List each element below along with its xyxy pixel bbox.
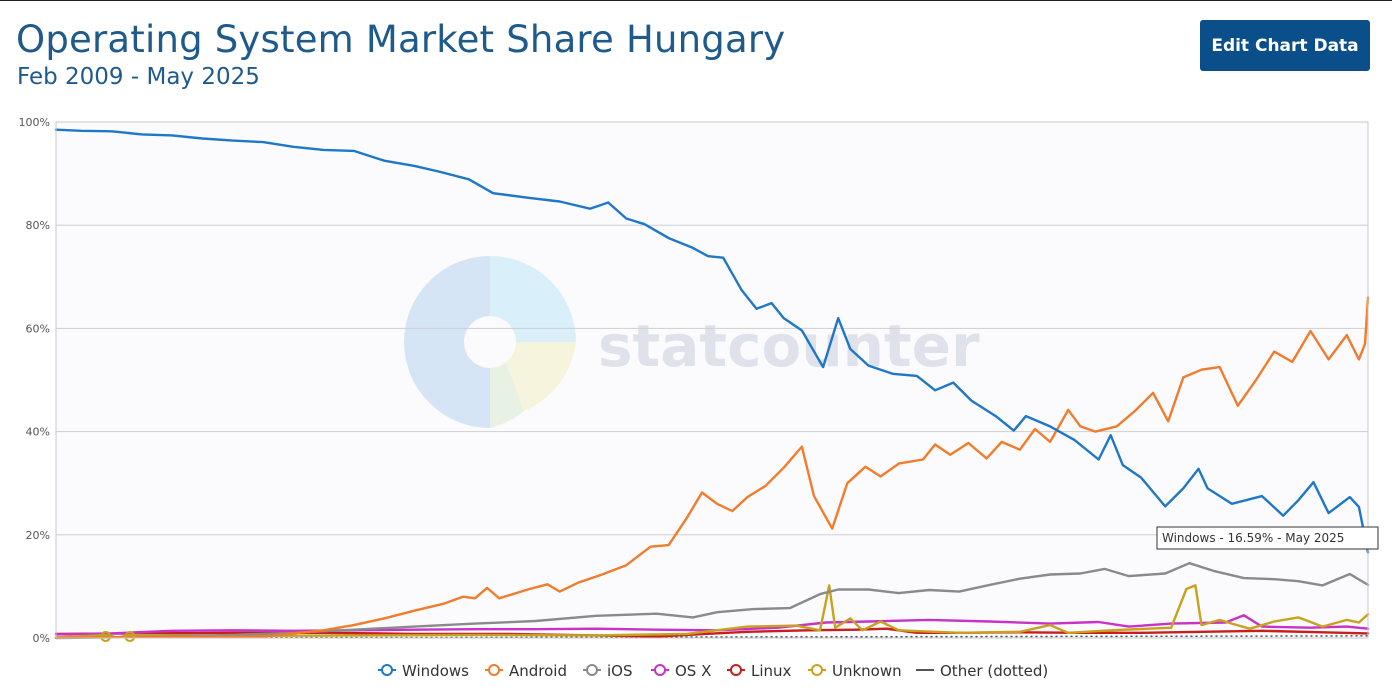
series-line-windows[interactable]	[54, 128, 1370, 554]
unknown-data-marker[interactable]	[100, 630, 112, 642]
hover-tooltip: Windows - 16.59% - May 2025	[1156, 526, 1379, 550]
y-tick-label: 100%	[19, 116, 50, 129]
legend-item-unknown[interactable]: Unknown	[808, 662, 902, 680]
tooltip-box	[1156, 526, 1379, 550]
chart-legend: Windows Android iOS OS X Linux Unknown Other (…	[378, 662, 1048, 680]
legend-label: Unknown	[832, 662, 902, 680]
legend-marker	[811, 664, 823, 676]
series-line-linux[interactable]	[54, 627, 1370, 638]
series-line-other-dotted[interactable]	[55, 635, 1369, 639]
plot-border	[55, 121, 1369, 639]
edit-chart-data-button[interactable]: Edit Chart Data	[1200, 20, 1370, 71]
legend-item-linux[interactable]: Linux	[727, 662, 792, 680]
legend-label: Windows	[402, 662, 469, 680]
y-tick-label: 20%	[26, 529, 50, 542]
legend-label: Linux	[751, 662, 792, 680]
series-lines	[54, 128, 1370, 640]
legend-label: Android	[509, 662, 567, 680]
top-border-line	[0, 0, 1392, 1]
legend-item-windows[interactable]: Windows	[378, 662, 469, 680]
series-line-ios[interactable]	[54, 562, 1370, 640]
watermark-logo-arc-yellow	[506, 342, 576, 411]
y-tick-label: 40%	[26, 426, 50, 439]
watermark-logo-arc-cyan	[490, 256, 576, 342]
y-tick-label: 60%	[26, 322, 50, 335]
statcounter-watermark: statcounter	[404, 256, 980, 428]
legend-marker	[586, 664, 598, 676]
series-markers	[100, 630, 136, 642]
chart-title: Operating System Market Share Hungary	[16, 18, 786, 61]
legend-item-other-dotted[interactable]: Other (dotted)	[916, 662, 1048, 680]
y-tick-label: 0%	[33, 632, 50, 645]
watermark-text: statcounter	[598, 312, 980, 380]
legend-item-os-x[interactable]: OS X	[651, 662, 711, 680]
chart-subtitle: Feb 2009 - May 2025	[17, 64, 260, 90]
watermark-logo-arc-green	[490, 362, 524, 428]
legend-marker	[488, 664, 500, 676]
legend-marker	[730, 664, 742, 676]
series-line-android[interactable]	[54, 296, 1370, 639]
legend-label: iOS	[607, 662, 633, 680]
series-line-unknown[interactable]	[54, 584, 1370, 639]
legend-label: Other (dotted)	[940, 662, 1048, 680]
watermark-logo-arc-blue	[404, 256, 490, 428]
legend-item-ios[interactable]: iOS	[583, 662, 633, 680]
legend-marker	[381, 664, 393, 676]
tooltip-text: Windows - 16.59% - May 2025	[1162, 531, 1344, 545]
plot-background	[56, 122, 1368, 638]
unknown-data-marker[interactable]	[124, 630, 136, 642]
y-axis-tick-labels: 0% 20% 40% 60% 80% 100%	[19, 116, 50, 645]
legend-marker	[654, 664, 666, 676]
legend-label: OS X	[675, 662, 711, 680]
y-tick-label: 80%	[26, 219, 50, 232]
legend-item-android[interactable]: Android	[485, 662, 567, 680]
